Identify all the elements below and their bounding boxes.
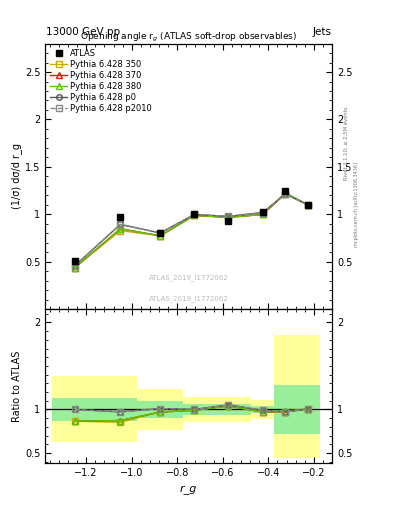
Pythia 6.428 380 bbox=[72, 265, 77, 271]
ATLAS bbox=[158, 230, 163, 237]
Pythia 6.428 380 bbox=[260, 211, 265, 218]
Text: Jets: Jets bbox=[312, 27, 331, 37]
Pythia 6.428 350 bbox=[158, 233, 163, 239]
Line: Pythia 6.428 p2010: Pythia 6.428 p2010 bbox=[72, 191, 311, 268]
Pythia 6.428 350 bbox=[72, 265, 77, 271]
Pythia 6.428 370 bbox=[226, 214, 231, 220]
Pythia 6.428 p0 bbox=[192, 211, 196, 218]
Pythia 6.428 370 bbox=[192, 212, 196, 219]
Pythia 6.428 350 bbox=[192, 212, 196, 219]
Pythia 6.428 380 bbox=[283, 189, 288, 196]
ATLAS bbox=[260, 208, 265, 215]
Text: Rivet 3.1.10; ≥ 2.5M events: Rivet 3.1.10; ≥ 2.5M events bbox=[344, 106, 349, 180]
X-axis label: r_g: r_g bbox=[180, 484, 197, 494]
Pythia 6.428 380 bbox=[158, 233, 163, 239]
Pythia 6.428 350 bbox=[226, 214, 231, 220]
ATLAS bbox=[226, 218, 231, 224]
Pythia 6.428 370 bbox=[283, 190, 288, 197]
Legend: ATLAS, Pythia 6.428 350, Pythia 6.428 370, Pythia 6.428 380, Pythia 6.428 p0, Py: ATLAS, Pythia 6.428 350, Pythia 6.428 37… bbox=[48, 46, 154, 115]
Pythia 6.428 350 bbox=[260, 211, 265, 218]
Pythia 6.428 p2010 bbox=[118, 221, 123, 227]
Text: 13000 GeV pp: 13000 GeV pp bbox=[46, 27, 121, 37]
Pythia 6.428 370 bbox=[72, 265, 77, 271]
Pythia 6.428 380 bbox=[192, 212, 196, 219]
Pythia 6.428 p0 bbox=[226, 214, 231, 220]
Pythia 6.428 p2010 bbox=[158, 230, 163, 236]
ATLAS bbox=[283, 187, 288, 194]
Text: ATLAS_2019_I1772062: ATLAS_2019_I1772062 bbox=[149, 274, 228, 281]
Line: Pythia 6.428 370: Pythia 6.428 370 bbox=[72, 191, 311, 270]
Pythia 6.428 370 bbox=[260, 211, 265, 218]
Pythia 6.428 p0 bbox=[306, 202, 310, 208]
ATLAS bbox=[306, 202, 310, 208]
Pythia 6.428 p0 bbox=[158, 230, 163, 236]
Pythia 6.428 p2010 bbox=[226, 214, 231, 220]
Pythia 6.428 p0 bbox=[118, 221, 123, 227]
Pythia 6.428 380 bbox=[306, 202, 310, 208]
Pythia 6.428 p2010 bbox=[306, 202, 310, 208]
Title: Opening angle r$_g$ (ATLAS soft-drop observables): Opening angle r$_g$ (ATLAS soft-drop obs… bbox=[80, 30, 297, 44]
Pythia 6.428 p2010 bbox=[283, 191, 288, 197]
Pythia 6.428 350 bbox=[283, 190, 288, 197]
Pythia 6.428 380 bbox=[118, 226, 123, 232]
Line: ATLAS: ATLAS bbox=[72, 187, 311, 264]
Pythia 6.428 p2010 bbox=[260, 209, 265, 216]
Pythia 6.428 380 bbox=[226, 214, 231, 220]
Line: Pythia 6.428 p0: Pythia 6.428 p0 bbox=[72, 191, 311, 268]
ATLAS bbox=[72, 258, 77, 264]
Line: Pythia 6.428 350: Pythia 6.428 350 bbox=[72, 191, 311, 270]
ATLAS bbox=[118, 214, 123, 220]
Y-axis label: Ratio to ATLAS: Ratio to ATLAS bbox=[12, 351, 22, 422]
Pythia 6.428 p2010 bbox=[192, 211, 196, 218]
Pythia 6.428 p0 bbox=[72, 263, 77, 269]
Text: mcplots.cern.ch [arXiv:1306.3436]: mcplots.cern.ch [arXiv:1306.3436] bbox=[354, 162, 359, 247]
Y-axis label: (1/σ) dσ/d r_g: (1/σ) dσ/d r_g bbox=[11, 143, 22, 209]
Text: ATLAS_2019_I1772062: ATLAS_2019_I1772062 bbox=[149, 295, 228, 302]
Pythia 6.428 p0 bbox=[283, 191, 288, 197]
Pythia 6.428 p0 bbox=[260, 209, 265, 216]
Pythia 6.428 350 bbox=[306, 202, 310, 208]
Pythia 6.428 370 bbox=[118, 226, 123, 232]
Pythia 6.428 370 bbox=[158, 233, 163, 239]
Pythia 6.428 p2010 bbox=[72, 263, 77, 269]
Pythia 6.428 370 bbox=[306, 202, 310, 208]
Line: Pythia 6.428 380: Pythia 6.428 380 bbox=[72, 190, 311, 270]
ATLAS bbox=[192, 211, 196, 218]
Pythia 6.428 350 bbox=[118, 227, 123, 233]
